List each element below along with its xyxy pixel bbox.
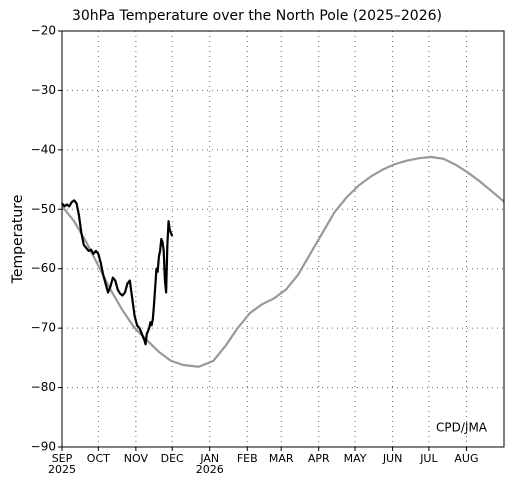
x-tick-label: JAN [199, 452, 219, 465]
x-tick-label: JUL [419, 452, 438, 465]
year-label: 2026 [196, 463, 224, 476]
y-tick-label: −50 [31, 202, 56, 216]
y-tick-label: −60 [31, 261, 56, 275]
x-tick-label: APR [308, 452, 330, 465]
x-tick-label: NOV [124, 452, 149, 465]
year-label: 2025 [48, 463, 76, 476]
x-tick-label: MAR [269, 452, 294, 465]
y-tick-label: −70 [31, 321, 56, 335]
x-tick-label: OCT [87, 452, 110, 465]
series-line [61, 199, 174, 346]
chart-title: 30hPa Temperature over the North Pole (2… [72, 8, 442, 24]
y-tick-label: −30 [31, 83, 56, 97]
x-tick-label: SEP [52, 452, 73, 465]
x-tick-label: DEC [161, 452, 184, 465]
x-tick-label: MAY [344, 452, 367, 465]
y-tick-label: −80 [31, 380, 56, 394]
series-line [61, 155, 505, 368]
x-tick-label: AUG [454, 452, 478, 465]
x-tick-label: FEB [237, 452, 258, 465]
y-tick-label: −90 [31, 440, 56, 454]
y-tick-label: −40 [31, 142, 56, 156]
y-axis-label: Temperature [10, 195, 26, 285]
x-tick-label: JUN [382, 452, 403, 465]
plot-frame [61, 30, 505, 448]
annotation: CPD/JMA [436, 421, 488, 435]
y-tick-label: −20 [31, 24, 56, 38]
